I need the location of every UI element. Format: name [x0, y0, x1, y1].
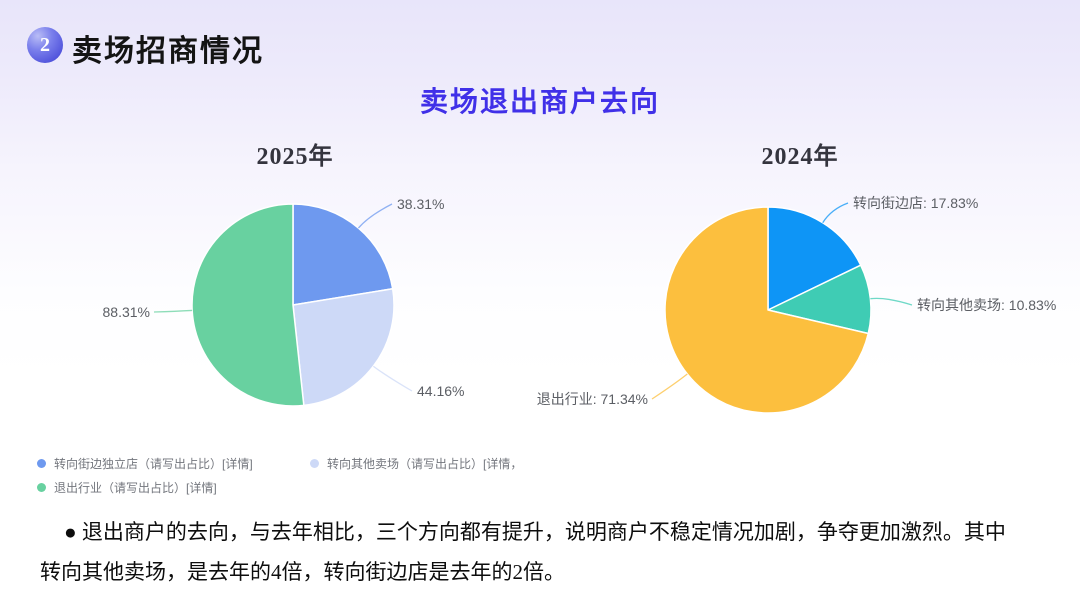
chart-title-2024: 2024年	[761, 144, 839, 170]
analysis-line-2: 转向其他卖场，是去年的4倍，转向街边店是去年的2倍。	[40, 560, 565, 584]
pie-label-leader-line	[372, 365, 413, 392]
pie-slice-label: 38.31%	[397, 196, 444, 212]
legend-item-street-shop[interactable]: 转向街边独立店（请写出占比）[详情]	[37, 455, 310, 472]
chart-legend: 转向街边独立店（请写出占比）[详情] 转向其他卖场（请写出占比）[详情， 退出行…	[37, 455, 522, 503]
legend-label: 退出行业（请写出占比）[详情]	[54, 481, 217, 495]
legend-row: 转向街边独立店（请写出占比）[详情] 转向其他卖场（请写出占比）[详情，	[37, 455, 522, 472]
legend-item-exit-industry[interactable]: 退出行业（请写出占比）[详情]	[37, 479, 310, 496]
pie-chart-2024: 转向街边店: 17.83% 转向其他卖场: 10.83% 退出行业: 71.34%	[520, 170, 1080, 460]
pie-slice-label: 转向其他卖场: 10.83%	[917, 297, 1056, 313]
chart-title-2025: 2025年	[256, 144, 334, 170]
pie-slice-label: 转向街边店: 17.83%	[853, 195, 978, 211]
chart-section-title: 卖场退出商户去向	[419, 87, 660, 118]
legend-dot-green	[37, 483, 46, 492]
pie-slice[interactable]	[191, 203, 305, 407]
pie-slice[interactable]	[292, 203, 394, 306]
pie-label-leader-line	[870, 297, 913, 306]
legend-item-other-market[interactable]: 转向其他卖场（请写出占比）[详情，	[310, 455, 522, 472]
legend-label: 转向街边独立店（请写出占比）[详情]	[54, 457, 253, 471]
legend-dot-lightblue	[310, 459, 319, 468]
pie-label-leader-line	[357, 203, 393, 229]
pie-slice-label: 44.16%	[417, 383, 464, 399]
pie-chart-2025: 38.31% 44.16% 88.31%	[60, 170, 530, 460]
badge-number: 2	[40, 33, 50, 56]
section-number-badge: 2	[27, 27, 63, 63]
pie-slice[interactable]	[292, 288, 395, 407]
legend-dot-blue	[37, 459, 46, 468]
pie-slice-label: 88.31%	[103, 304, 150, 320]
pie-label-leader-line	[822, 202, 849, 224]
legend-label: 转向其他卖场（请写出占比）[详情，	[327, 457, 523, 471]
pie-slice[interactable]	[664, 206, 870, 414]
analysis-text: ● 退出商户的去向，与去年相比，三个方向都有提升，说明商户不稳定情况加剧，争夺更…	[40, 512, 1052, 592]
pie-slice[interactable]	[767, 264, 872, 335]
legend-row: 退出行业（请写出占比）[详情]	[37, 479, 522, 496]
pie-slice-label: 退出行业: 71.34%	[537, 391, 648, 407]
pie-label-leader-line	[651, 373, 688, 400]
page-title: 卖场招商情况	[72, 35, 264, 68]
analysis-line-1: ● 退出商户的去向，与去年相比，三个方向都有提升，说明商户不稳定情况加剧，争夺更…	[64, 520, 1006, 544]
pie-label-leader-line	[153, 309, 193, 313]
